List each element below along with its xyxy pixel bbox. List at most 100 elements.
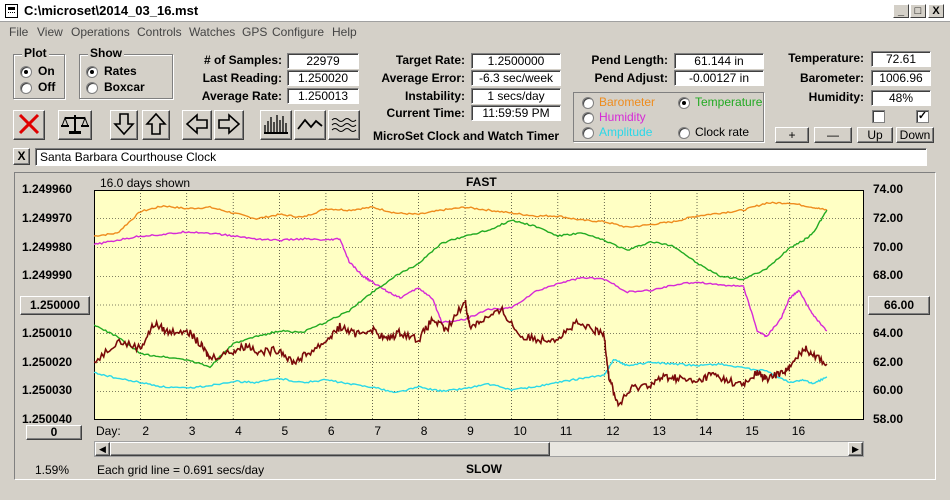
left-axis-tick: 1.249960 [22, 182, 73, 196]
left-center-button[interactable]: 1.250000 [20, 296, 90, 315]
show-boxcar-radio[interactable] [86, 82, 98, 94]
barometer-field: 1006.96 [871, 70, 931, 86]
right-checkbox[interactable]: ✓ [916, 110, 929, 123]
left-checkbox[interactable] [872, 110, 885, 123]
arrow-down-button[interactable] [110, 110, 138, 140]
clock-name-input[interactable]: Santa Barbara Courthouse Clock [35, 148, 927, 166]
humidity-field: 48% [871, 90, 931, 106]
minus-button[interactable]: — [814, 127, 852, 143]
menu-gps[interactable]: GPS [242, 25, 268, 39]
x-axis-tick: 7 [374, 424, 381, 438]
day-axis-label: Day: [96, 424, 121, 438]
arrow-up-button[interactable] [142, 110, 170, 140]
percent-label: 1.59% [35, 463, 70, 477]
down-button[interactable]: Down [896, 127, 934, 143]
temperature-option-label: Temperature [695, 95, 763, 109]
app-subtitle: MicroSet Clock and Watch Timer [373, 129, 560, 143]
window-title: C:\microset\2014_03_16.mst [24, 3, 199, 18]
right-axis-tick: 60.00 [873, 383, 904, 398]
amplitude-radio[interactable] [582, 127, 594, 139]
plot-off-radio[interactable] [20, 82, 32, 94]
balance-icon [61, 115, 89, 134]
left-axis-tick: 1.250010 [22, 325, 73, 340]
arrow-right-button[interactable] [214, 110, 244, 140]
scroll-left-button[interactable]: ◀ [95, 442, 110, 456]
left-axis-tick: 1.249990 [22, 268, 73, 283]
target-rate-field[interactable]: 1.2500000 [471, 53, 561, 69]
barometer-radio[interactable] [582, 97, 594, 109]
average-error-field: -6.3 sec/week [471, 70, 561, 86]
plot-off-label: Off [38, 80, 56, 94]
temperature-label: Temperature: [788, 51, 864, 65]
wave-icon [297, 118, 323, 130]
arrow-left-button[interactable] [182, 110, 212, 140]
show-group-title: Show [88, 46, 124, 60]
stop-button[interactable] [13, 110, 45, 140]
menu-view[interactable]: View [37, 25, 63, 39]
zero-button[interactable]: 0 [26, 425, 82, 440]
humidity-radio[interactable] [582, 112, 594, 124]
x-axis-tick: 15 [745, 424, 759, 438]
target-rate-label: Target Rate: [395, 53, 465, 67]
plus-button[interactable]: + [775, 127, 809, 143]
last-reading-label: Last Reading: [202, 71, 282, 85]
instability-field: 1 secs/day [471, 88, 561, 104]
rate-chart[interactable] [94, 190, 864, 420]
clockrate-radio[interactable] [678, 127, 690, 139]
right-axis-tick: 58.00 [873, 412, 904, 426]
pend-length-label: Pend Length: [591, 53, 668, 67]
maximize-button[interactable]: □ [910, 4, 926, 18]
last-reading-field: 1.250020 [287, 70, 359, 86]
histogram-button[interactable] [260, 110, 292, 140]
barometer-label: Barometer: [799, 71, 864, 85]
chart-scrollbar[interactable]: ◀ ▶ [94, 441, 864, 457]
x-axis-tick: 8 [420, 424, 428, 438]
show-rates-radio[interactable] [86, 66, 98, 78]
x-axis-tick: 2 [142, 424, 150, 438]
noise-button[interactable] [328, 110, 360, 140]
menu-file[interactable]: File [9, 25, 29, 39]
minimize-button[interactable]: _ [893, 4, 909, 18]
x-axis-tick: 13 [652, 424, 666, 438]
wave-button[interactable] [294, 110, 326, 140]
pend-adjust-label: Pend Adjust: [594, 71, 668, 85]
menu-configure[interactable]: Configure [272, 25, 325, 39]
right-axis-tick: 64.00 [873, 325, 904, 340]
menu-operations[interactable]: Operations [71, 25, 130, 39]
scroll-right-button[interactable]: ▶ [848, 442, 863, 456]
x-axis-tick: 3 [188, 424, 196, 438]
x-axis-tick: 10 [513, 424, 527, 438]
show-group: Show Rates Boxcar [79, 46, 173, 99]
up-button[interactable]: Up [857, 127, 893, 143]
menu-help[interactable]: Help [332, 25, 357, 39]
series-line-barometer [94, 201, 828, 237]
arrow-left-icon [185, 113, 208, 135]
temperature-radio[interactable] [678, 97, 690, 109]
pend-adjust-field: -0.00127 in [674, 70, 764, 86]
right-center-button[interactable]: 66.00 [868, 296, 930, 315]
balance-button[interactable] [58, 110, 92, 140]
average-rate-field: 1.250013 [287, 88, 359, 104]
plot-on-radio[interactable] [20, 66, 32, 78]
left-axis-tick: 1.249970 [22, 210, 73, 225]
menu-controls[interactable]: Controls [137, 25, 182, 39]
plot-group: Plot On Off [13, 46, 65, 99]
plot-group-title: Plot [22, 46, 49, 60]
right-axis-tick: 74.00 [873, 182, 904, 196]
menu-watches[interactable]: Watches [189, 25, 236, 39]
samples-label: # of Samples: [203, 53, 282, 67]
scroll-thumb[interactable] [110, 442, 550, 456]
show-rates-label: Rates [104, 64, 137, 78]
x-axis-tick: 14 [699, 424, 713, 438]
current-time-field: 11:59:59 PM [471, 105, 561, 121]
x-axis-tick: 16 [791, 424, 806, 438]
x-axis-tick: 12 [606, 424, 620, 438]
pend-length-field[interactable]: 61.144 in [674, 53, 764, 69]
plot-on-label: On [38, 64, 55, 78]
sensor-select-group: Barometer Temperature Humidity Amplitude… [573, 92, 764, 142]
clear-clock-button[interactable]: X [13, 148, 30, 165]
chart-frame [14, 172, 936, 480]
samples-field: 22979 [287, 53, 359, 69]
days-shown-label: 16.0 days shown [100, 176, 191, 190]
close-button[interactable]: X [928, 4, 944, 18]
